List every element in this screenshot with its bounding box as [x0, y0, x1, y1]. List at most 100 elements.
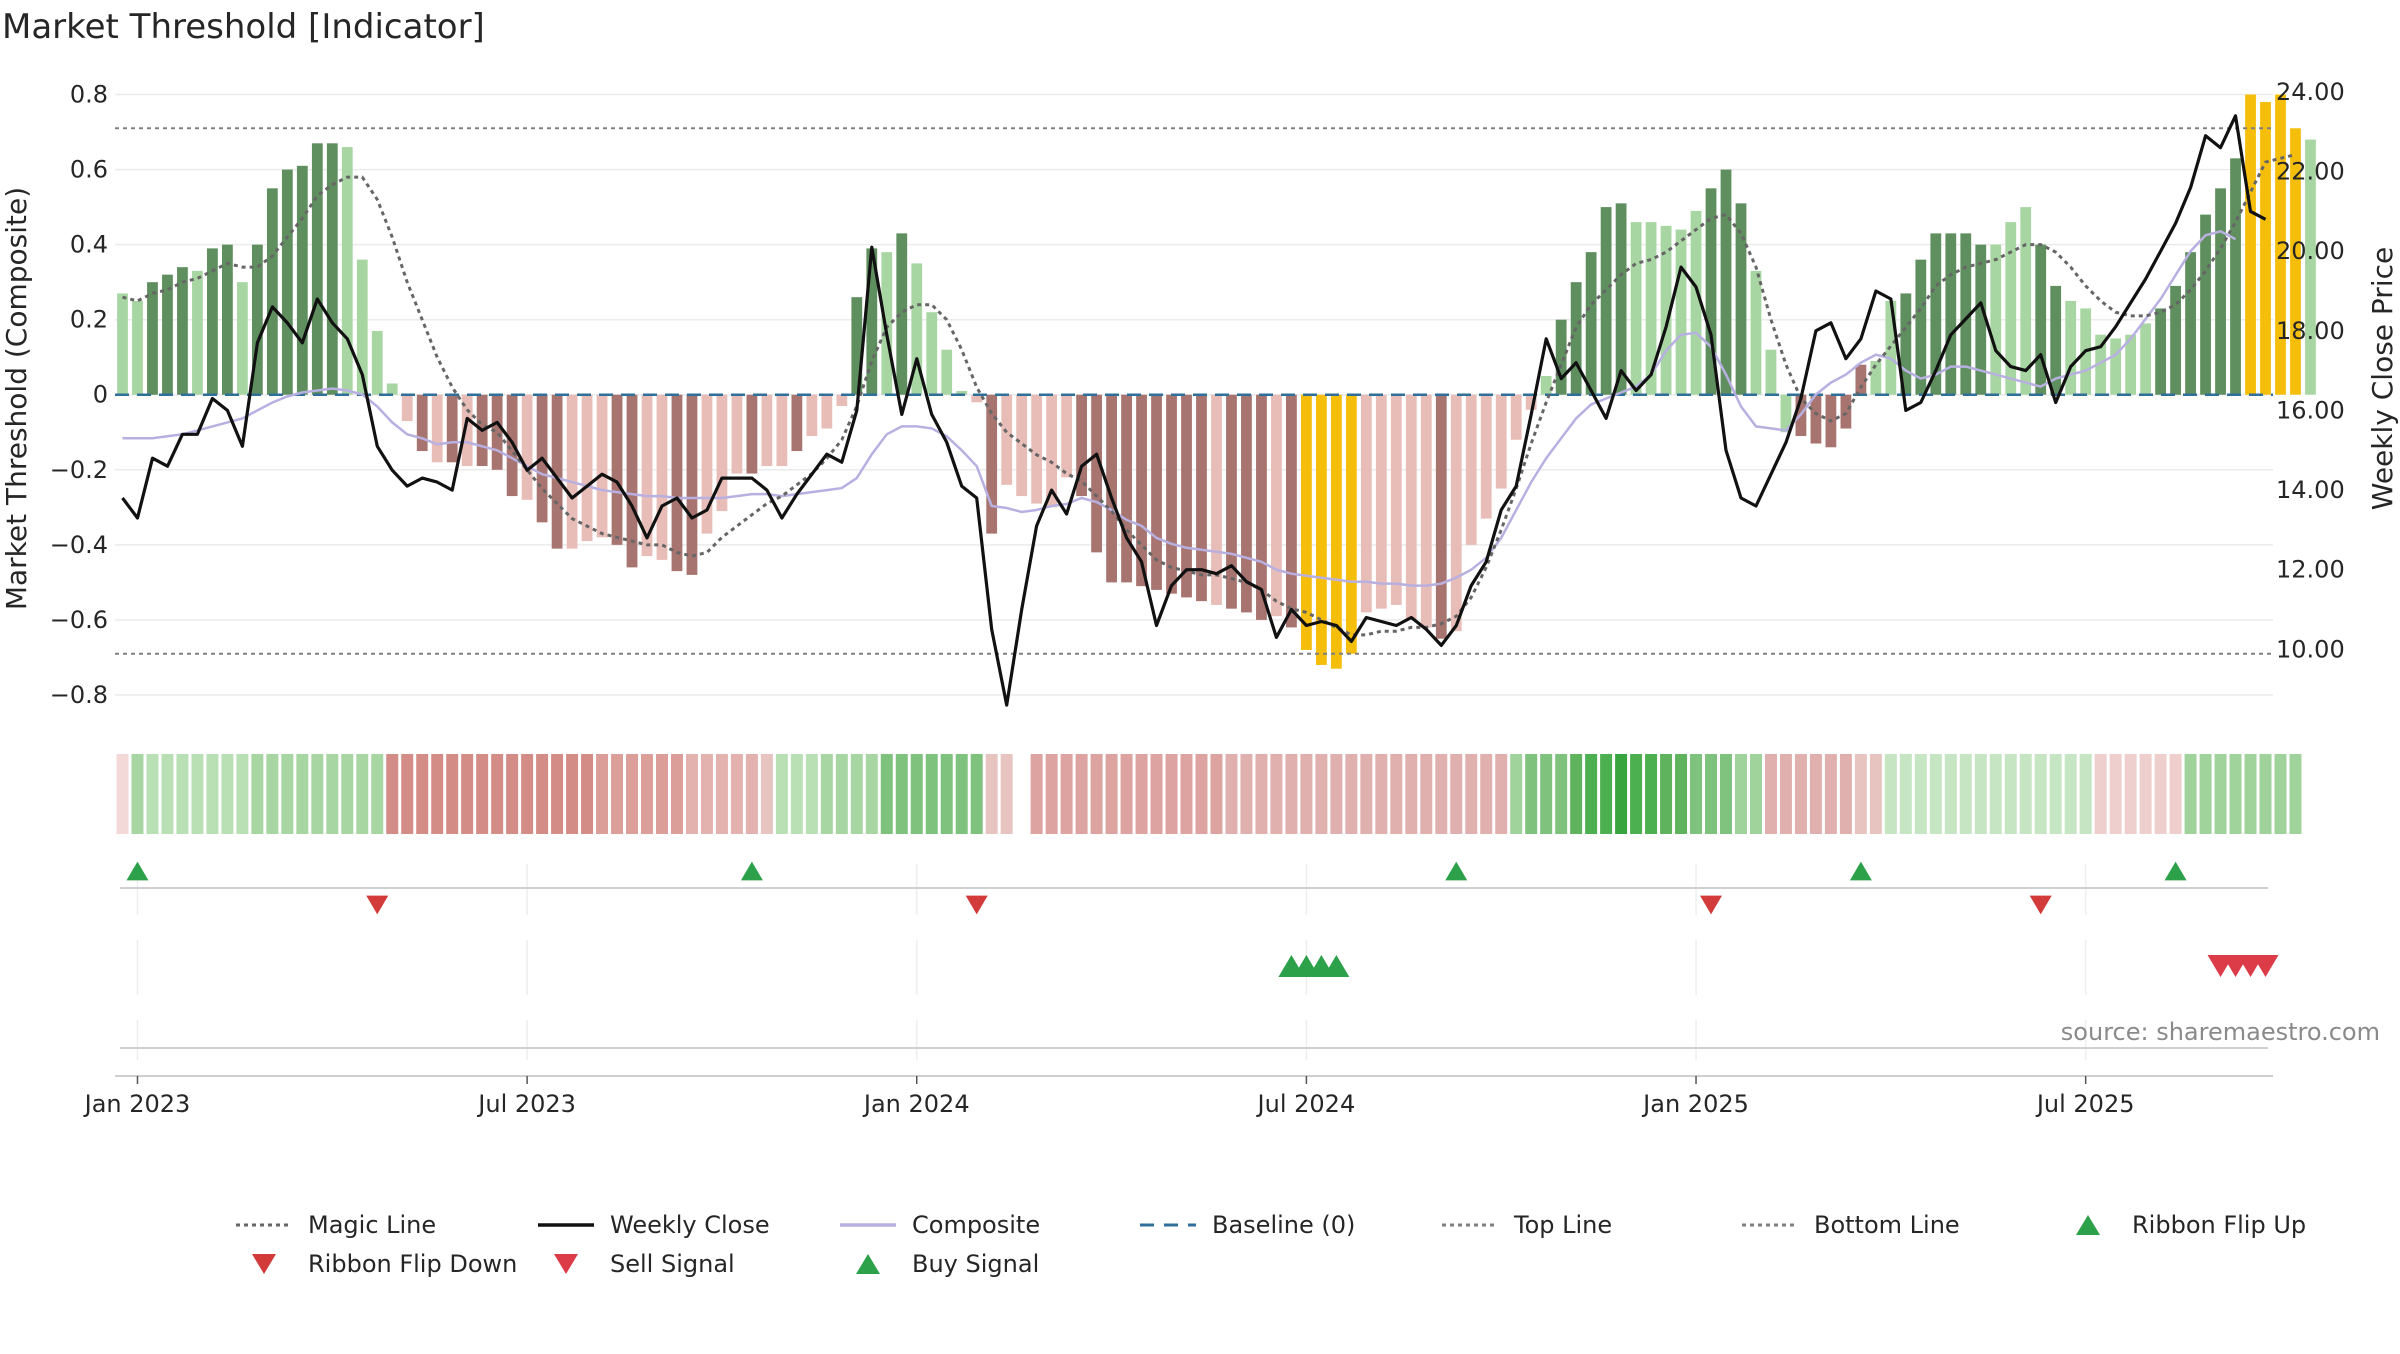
ribbon-cell: [1525, 754, 1538, 834]
composite-bar: [1241, 394, 1252, 613]
composite-bar: [431, 394, 443, 463]
composite-bar: [1450, 394, 1462, 632]
composite-bar: [2290, 128, 2301, 395]
composite-bar: [1256, 394, 1267, 620]
composite-bar: [2065, 300, 2077, 395]
composite-bar: [791, 394, 803, 452]
composite-bar: [941, 349, 953, 395]
ribbon-flip-up-marker: [740, 861, 763, 881]
ribbon-cell: [2019, 754, 2032, 834]
ribbon-flip-down-marker: [1700, 895, 1723, 915]
ribbon-cell: [700, 754, 713, 834]
composite-bar: [1211, 394, 1222, 605]
composite-bar: [716, 394, 728, 512]
composite-bar: [132, 300, 143, 395]
ribbon-cell: [251, 754, 264, 834]
ribbon-cell: [1660, 754, 1673, 834]
composite-bar: [1181, 394, 1192, 598]
composite-bar: [162, 274, 173, 395]
source-text: source: sharemaestro.com: [2061, 1018, 2380, 1046]
composite-bar: [326, 143, 338, 395]
magic-line: [122, 153, 2296, 637]
ribbon-cell: [1690, 754, 1703, 834]
buy-signal-marker: [1323, 954, 1350, 978]
ribbon-cell: [1240, 754, 1253, 834]
ribbon-cell: [985, 754, 998, 834]
composite-bar: [1975, 244, 1987, 395]
composite-bar: [1301, 394, 1312, 650]
ribbon-cell: [206, 754, 219, 834]
ribbon-cell: [2124, 754, 2137, 834]
ribbon-cell: [1015, 754, 1028, 834]
ribbon-cell: [1764, 754, 1777, 834]
composite-bar: [1330, 394, 1342, 669]
ribbon-cell: [146, 754, 159, 834]
ribbon-cell: [1315, 754, 1328, 834]
y-right-tick-label: 18.00: [2276, 317, 2345, 345]
ribbon-cell: [1480, 754, 1493, 834]
ribbon-cell: [895, 754, 908, 834]
ribbon-cell: [1824, 754, 1837, 834]
composite-bar: [1480, 394, 1492, 519]
ribbon-flip-up-marker: [1445, 861, 1468, 881]
composite-bar: [461, 394, 473, 467]
composite-bar: [1735, 203, 1747, 395]
ribbon-cell: [116, 754, 129, 834]
ribbon-cell: [685, 754, 698, 834]
legend-label: Baseline (0): [1212, 1211, 1355, 1239]
ribbon-cell: [2034, 754, 2047, 834]
ribbon-cell: [1809, 754, 1822, 834]
ribbon-cell: [281, 754, 294, 834]
ribbon-cell: [176, 754, 189, 834]
ribbon-flip-down-marker: [2029, 895, 2052, 915]
ribbon-cell: [2259, 754, 2272, 834]
composite-bar: [1031, 394, 1043, 504]
legend-label: Bottom Line: [1814, 1211, 1960, 1239]
ribbon-cell: [970, 754, 983, 834]
composite-bar: [177, 267, 188, 395]
triangle-up-icon: [856, 1254, 880, 1274]
ribbon-cell: [1210, 754, 1223, 834]
composite-bar: [386, 383, 398, 395]
composite-bar: [1435, 394, 1447, 639]
ribbon-cell: [2109, 754, 2122, 834]
ribbon-cell: [1749, 754, 1762, 834]
ribbon-cell: [1570, 754, 1583, 834]
ribbon-cell: [581, 754, 594, 834]
ribbon-cell: [536, 754, 549, 834]
legend: Magic Line Weekly Close Composite Baseline …: [236, 1211, 2306, 1278]
composite-bar: [2260, 102, 2271, 395]
legend-item: Ribbon Flip Up: [2076, 1211, 2306, 1239]
composite-bar: [1061, 394, 1073, 478]
y-left-tick-label: 0: [93, 381, 108, 409]
composite-bar: [1945, 233, 1957, 395]
composite-bar: [1915, 259, 1927, 395]
composite-bar: [746, 394, 758, 474]
ribbon-cell: [311, 754, 324, 834]
bars-layer: [117, 94, 2316, 669]
composite-bar: [836, 394, 848, 407]
ribbon-cell: [416, 754, 429, 834]
legend-item: Magic Line: [236, 1211, 436, 1239]
ribbon-cell: [296, 754, 309, 834]
ribbon-cell: [356, 754, 369, 834]
composite-bar: [1645, 222, 1657, 395]
ribbon-cell: [925, 754, 938, 834]
composite-bar: [1375, 394, 1387, 609]
composite-bar: [701, 394, 713, 534]
ribbon-cell: [2289, 754, 2302, 834]
ribbon-cell: [1854, 754, 1867, 834]
lines-layer: [115, 114, 2296, 707]
composite-bar: [1675, 229, 1687, 395]
composite-bar: [1660, 225, 1672, 395]
ribbon-cell: [880, 754, 893, 834]
ribbon-cell: [626, 754, 639, 834]
triangle-down-icon: [554, 1254, 578, 1274]
composite-bar: [656, 394, 668, 560]
composite-bar: [1630, 222, 1642, 395]
ribbon-cell: [1060, 754, 1073, 834]
axes-layer: 0.8 0.6 0.4 0.2 0 −0.2 −0.4 −0.6 −0.8 24.00 22.00 2…: [0, 78, 2399, 1118]
composite-bar: [2110, 338, 2122, 395]
ribbon-cell: [2094, 754, 2107, 834]
ribbon-cell: [910, 754, 923, 834]
